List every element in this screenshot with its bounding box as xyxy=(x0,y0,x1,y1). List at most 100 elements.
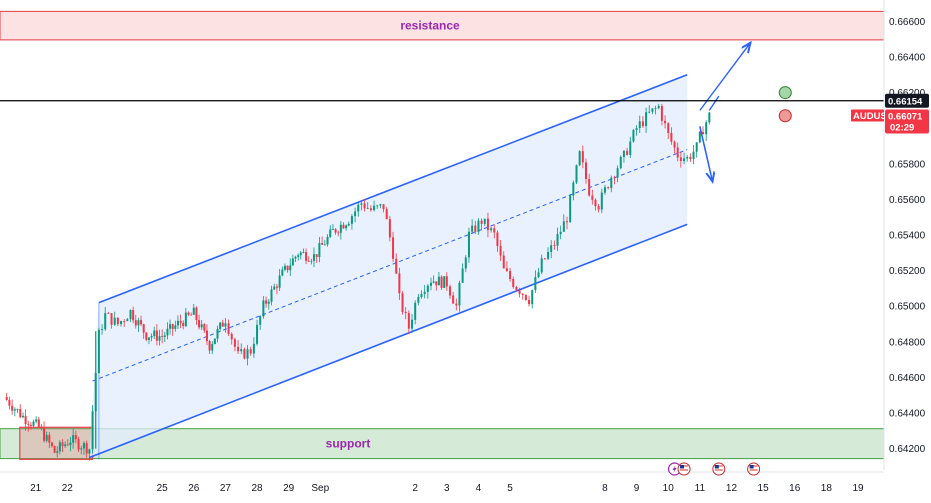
candle-body xyxy=(116,317,119,325)
candle-body xyxy=(660,105,663,121)
target-down-marker xyxy=(778,109,792,123)
markers-layer xyxy=(667,86,792,476)
candle-body xyxy=(72,435,75,443)
price-axis[interactable]: 0.66600 0.66400 0.66200 0.65800 0.65600 0.654… xyxy=(851,0,929,470)
candle-body xyxy=(16,409,19,410)
candle-body xyxy=(692,151,695,159)
candle-body xyxy=(163,335,166,337)
candle-body xyxy=(233,339,236,347)
candle-body xyxy=(547,251,550,259)
candle-body xyxy=(499,246,502,256)
price-tick: 0.65800 xyxy=(889,159,926,170)
time-tick: 8 xyxy=(602,483,608,494)
us-flag-icon[interactable] xyxy=(677,462,691,476)
candle-body xyxy=(686,156,689,159)
candle-body xyxy=(407,313,410,329)
candle-body xyxy=(329,229,332,237)
consolidation-box xyxy=(19,426,94,460)
candle-body xyxy=(559,231,562,235)
projection-arrow xyxy=(699,43,751,111)
candle-body xyxy=(435,281,438,286)
candle-body xyxy=(158,336,161,341)
candle-body xyxy=(339,224,342,233)
candle-body xyxy=(213,338,216,345)
candle-body xyxy=(190,314,193,316)
candle-body xyxy=(705,122,708,135)
us-flag-icon[interactable] xyxy=(712,462,726,476)
candle-body xyxy=(534,277,537,291)
channel-layer xyxy=(89,74,688,460)
candle-body xyxy=(376,205,379,207)
candle-body xyxy=(69,442,72,446)
candle-body xyxy=(13,409,16,411)
candle-body xyxy=(82,443,85,449)
price-tick: 0.65000 xyxy=(889,302,926,313)
candle-body xyxy=(379,204,382,206)
candle-body xyxy=(698,132,701,143)
candle-body xyxy=(347,223,350,226)
candle-body xyxy=(107,313,110,314)
candle-body xyxy=(676,147,679,158)
time-tick: 4 xyxy=(476,483,482,494)
candle-body xyxy=(270,289,273,302)
candle-body xyxy=(283,265,286,270)
candle-body xyxy=(486,218,489,231)
candle-body xyxy=(702,132,705,135)
time-tick: 21 xyxy=(30,483,42,494)
time-axis[interactable]: 21 22 25 26 27 28 29 Sep 2 3 4 5 8 9 10 11 12 15 16 18 19 xyxy=(0,471,884,494)
candle-body xyxy=(607,187,610,189)
candle-body xyxy=(66,444,69,446)
candle-body xyxy=(708,112,711,123)
candle-body xyxy=(619,156,622,169)
support-label: support xyxy=(326,437,371,451)
candle-body xyxy=(252,343,255,354)
candle-body xyxy=(171,324,174,329)
candle-body xyxy=(326,236,329,245)
candle-body xyxy=(132,310,135,321)
candle-body xyxy=(360,203,363,205)
candle-body xyxy=(24,415,27,424)
symbol-tag-text: AUDUSD xyxy=(853,111,894,122)
candle-body xyxy=(192,307,195,315)
lightning-glyph-icon xyxy=(672,465,677,473)
candle-body xyxy=(471,225,474,232)
candle-body xyxy=(575,165,578,183)
candle-body xyxy=(27,423,30,425)
candle-body xyxy=(323,244,326,246)
candle-body xyxy=(369,208,372,211)
price-tick: 0.64800 xyxy=(889,337,926,348)
candle-body xyxy=(243,349,246,359)
candle-body xyxy=(61,442,64,447)
candle-body xyxy=(420,293,423,298)
candle-body xyxy=(35,419,38,422)
candle-body xyxy=(77,439,80,450)
candle-body xyxy=(5,397,8,400)
candle-body xyxy=(432,281,435,283)
channel-upper-line xyxy=(98,74,688,304)
candle-body xyxy=(467,231,470,258)
candle-body xyxy=(240,349,243,352)
candle-body xyxy=(150,336,153,338)
candle-body xyxy=(354,211,357,217)
candle-body xyxy=(445,276,448,287)
candle-body xyxy=(569,195,572,223)
channel-mid-line xyxy=(92,149,688,382)
candle-body xyxy=(458,282,461,306)
candle-body xyxy=(305,251,308,261)
candle-body xyxy=(294,256,297,259)
candle-body xyxy=(321,243,324,245)
candle-body xyxy=(315,254,318,257)
candle-body xyxy=(219,322,222,330)
candle-body xyxy=(562,221,565,232)
candle-body xyxy=(312,254,315,261)
candle-body xyxy=(32,421,35,426)
candle-body xyxy=(414,302,417,320)
candle-body xyxy=(174,325,177,329)
candle-body xyxy=(528,300,531,305)
candle-body xyxy=(246,349,249,359)
us-flag-icon[interactable] xyxy=(747,462,761,476)
candle-body xyxy=(430,282,432,286)
candle-body xyxy=(645,112,648,127)
candle-body xyxy=(461,268,464,283)
candle-body xyxy=(101,329,104,331)
